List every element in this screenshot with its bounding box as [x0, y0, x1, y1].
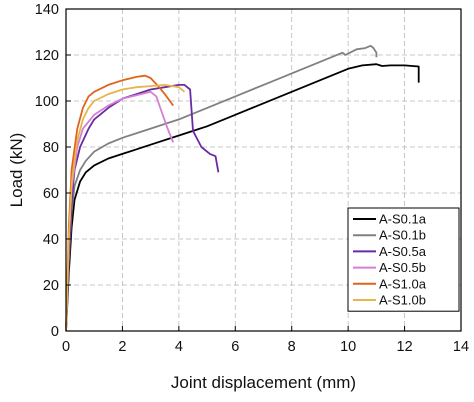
legend-label: A-S1.0a	[379, 276, 427, 291]
y-tick-label: 140	[35, 2, 59, 18]
x-tick-label: 6	[231, 339, 239, 355]
x-axis-title: Joint displacement (mm)	[171, 373, 356, 392]
y-tick-label: 80	[43, 140, 59, 156]
series-line-a-s1-0b	[65, 84, 186, 332]
legend-label: A-S0.5b	[379, 260, 426, 275]
x-tick-label: 14	[453, 339, 469, 355]
series-line-a-s1-0a	[65, 74, 174, 332]
y-tick-label: 120	[35, 48, 59, 64]
legend-label: A-S0.5a	[379, 244, 427, 259]
legend-box	[347, 207, 460, 312]
x-tick-label: 12	[397, 339, 413, 355]
plot-frame	[65, 8, 462, 332]
y-tick-label: 0	[51, 324, 59, 340]
legend: A-S0.1aA-S0.1bA-S0.5aA-S0.5bA-S1.0a A-S1.…	[347, 207, 460, 312]
y-tick-label: 40	[43, 232, 59, 248]
x-tick-label: 2	[118, 339, 126, 355]
x-tick-label: 4	[175, 339, 183, 355]
x-tick-label: 8	[288, 339, 296, 355]
series-line-a-s0-1b	[65, 44, 378, 332]
legend-label: A-S0.1a	[379, 212, 427, 227]
legend-label: A-S0.1b	[379, 228, 426, 243]
series-line-a-s0-5b	[65, 90, 175, 332]
y-axis-title: Load (kN)	[7, 133, 26, 208]
legend-label: A-S1.0b	[379, 293, 426, 308]
x-tick-label: 0	[62, 339, 70, 355]
x-tick-label: 10	[340, 339, 356, 355]
series-layer	[65, 44, 420, 332]
y-tick-label: 60	[43, 186, 59, 202]
y-tick-label: 20	[43, 278, 59, 294]
series-line-a-s0-1a	[65, 63, 420, 332]
y-tick-label: 100	[35, 94, 59, 110]
